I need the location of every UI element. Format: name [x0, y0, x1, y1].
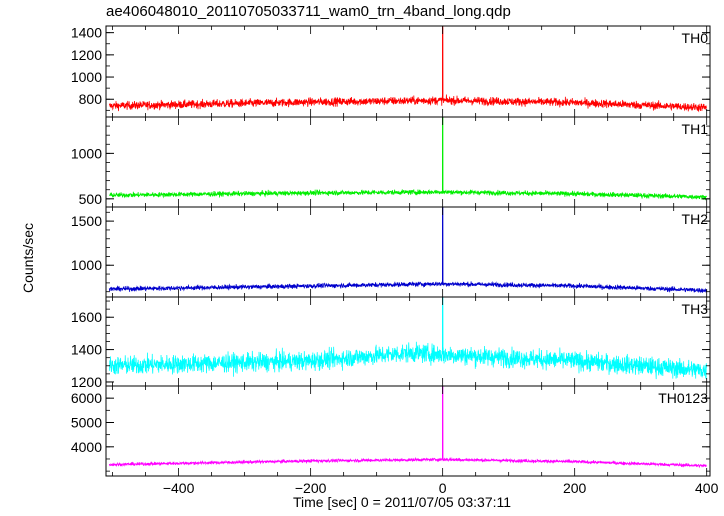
y-tick-label: 1200: [71, 47, 102, 63]
y-tick-label: 1000: [71, 145, 102, 161]
y-axis-label: Counts/sec: [20, 222, 36, 294]
y-tick-label: 1000: [71, 257, 102, 273]
x-tick-label: 0: [439, 480, 447, 496]
series-line-th2: [108, 206, 707, 294]
y-tick-label: 500: [79, 191, 103, 207]
series-line-th0: [108, 28, 707, 113]
y-tick-label: 1200: [71, 374, 102, 390]
series-line-th0123: [108, 385, 707, 469]
y-tick-label: 6000: [71, 390, 102, 406]
x-tick-label: 400: [695, 480, 719, 496]
y-tick-label: 800: [79, 91, 103, 107]
series-line-th1: [109, 116, 707, 201]
y-tick-label: 5000: [71, 414, 102, 430]
panel-label-th0123: TH0123: [658, 390, 708, 406]
panel-label-th0: TH0: [682, 30, 709, 46]
x-tick-label: 200: [563, 480, 587, 496]
panel-frame-th2: [105, 206, 711, 298]
series-line-th3: [108, 296, 707, 380]
y-tick-label: 1400: [71, 25, 102, 41]
x-tick-label: −200: [295, 480, 327, 496]
y-tick-label: 4000: [71, 439, 102, 455]
panel-label-th3: TH3: [682, 301, 709, 317]
chart-title: ae406048010_20110705033711_wam0_trn_4ban…: [106, 3, 511, 20]
y-tick-label: 1400: [71, 342, 102, 358]
panel-label-th1: TH1: [682, 121, 709, 137]
y-tick-label: 1000: [71, 69, 102, 85]
y-tick-label: 1500: [71, 213, 102, 229]
panel-frame-th3: [105, 296, 711, 387]
x-tick-label: −400: [163, 480, 195, 496]
y-tick-label: 1600: [71, 309, 102, 325]
panel-label-th2: TH2: [682, 211, 709, 227]
x-axis-label: Time [sec] 0 = 2011/07/05 03:37:11: [292, 494, 512, 510]
panel-frame-th0123: [105, 385, 711, 477]
